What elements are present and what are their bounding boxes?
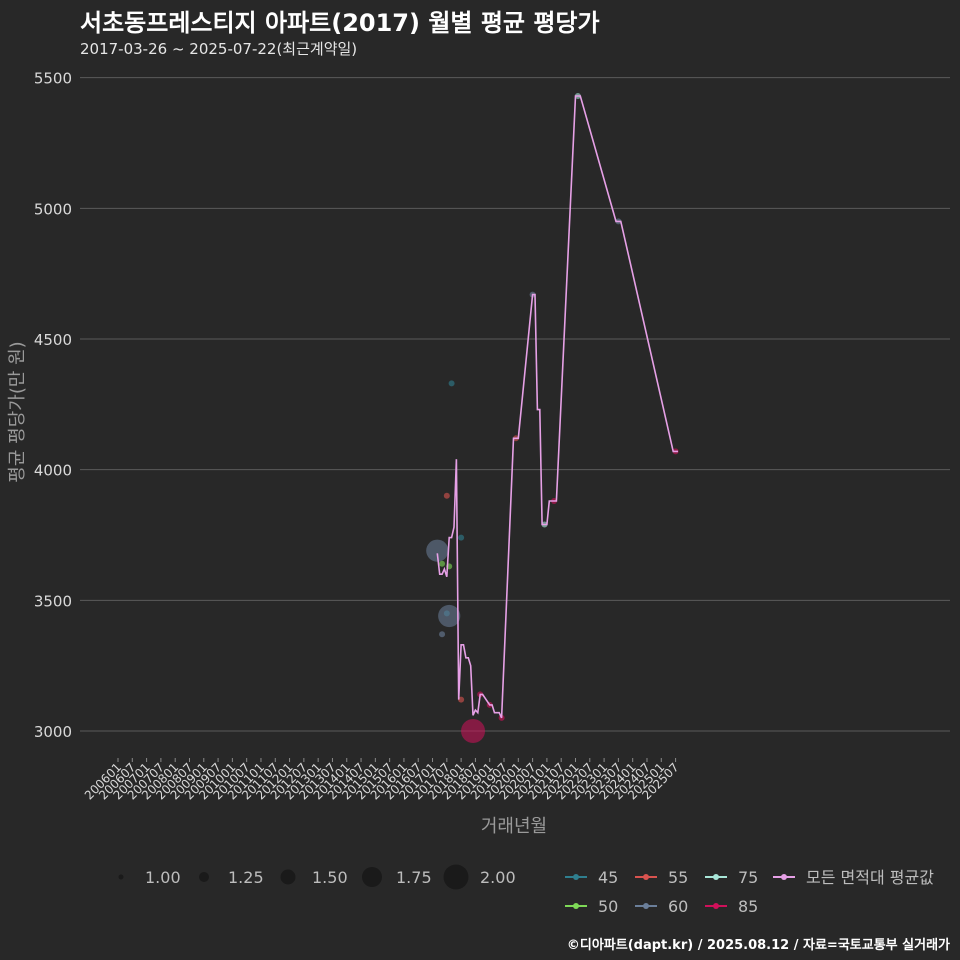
color-legend-label: 50 xyxy=(598,897,618,916)
size-legend-dot xyxy=(199,872,209,882)
color-legend-dot xyxy=(643,874,649,880)
data-point xyxy=(443,492,450,499)
y-tick-labels: 3000 3500 4000 4500 5000 5500 xyxy=(34,70,72,741)
chart-title: 서초동프레스티지 아파트(2017) 월별 평균 평당가 xyxy=(80,9,600,37)
y-axis-label: 평균 평당가(만 원) xyxy=(7,341,28,482)
size-legend-dot xyxy=(443,864,469,890)
data-point xyxy=(458,534,465,541)
average-line-group xyxy=(436,95,678,719)
data-point xyxy=(439,560,446,567)
color-legend-label: 85 xyxy=(738,897,758,916)
y-tick-label: 5500 xyxy=(34,70,72,88)
color-legend-dot xyxy=(573,874,579,880)
color-legend-label: 모든 면적대 평균값 xyxy=(806,868,934,887)
data-point xyxy=(458,696,465,703)
size-legend-label: 1.00 xyxy=(145,868,181,887)
color-legend-label: 75 xyxy=(738,868,758,887)
x-axis-label: 거래년월 xyxy=(481,816,547,837)
y-tick-label: 5000 xyxy=(34,200,72,218)
y-tick-label: 4500 xyxy=(34,331,72,349)
average-line xyxy=(436,95,678,719)
color-legend-dot xyxy=(573,903,579,909)
chart-subtitle: 2017-03-26 ~ 2025-07-22(최근계약일) xyxy=(80,40,358,58)
size-legend-label: 1.25 xyxy=(228,868,264,887)
size-legend-label: 1.50 xyxy=(312,868,348,887)
size-legend: 1.00 1.25 1.50 1.75 2.00 xyxy=(118,864,516,890)
source-caption: ©디아파트(dapt.kr) / 2025.08.12 / 자료=국토교통부 실… xyxy=(566,938,950,953)
size-legend-dot xyxy=(280,869,296,885)
size-legend-dot xyxy=(362,867,382,887)
data-point xyxy=(438,604,461,628)
color-legend-dot xyxy=(713,903,719,909)
y-tick-label: 3500 xyxy=(34,592,72,610)
color-legend-label: 55 xyxy=(668,868,688,887)
color-legend-dot xyxy=(643,903,649,909)
gridlines xyxy=(80,77,950,732)
color-legend-dot xyxy=(781,874,787,880)
y-tick-label: 4000 xyxy=(34,462,72,480)
data-point xyxy=(448,380,455,387)
size-legend-dot xyxy=(118,874,124,880)
x-tick-labels: 2006012006072007012007072008012008072009… xyxy=(82,758,682,803)
color-legend-label: 45 xyxy=(598,868,618,887)
data-point xyxy=(439,631,446,638)
size-legend-label: 1.75 xyxy=(396,868,432,887)
color-legend: 45 55 75 모든 면적대 평균값 50 60 85 xyxy=(565,868,934,916)
data-point xyxy=(461,719,486,743)
size-legend-label: 2.00 xyxy=(480,868,516,887)
data-point xyxy=(426,539,449,562)
y-tick-label: 3000 xyxy=(34,723,72,741)
color-legend-label: 60 xyxy=(668,897,688,916)
color-legend-dot xyxy=(713,874,719,880)
